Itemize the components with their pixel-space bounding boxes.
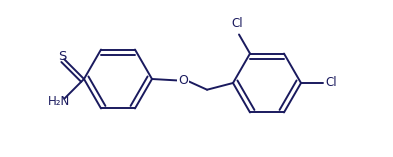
- Text: Cl: Cl: [325, 76, 337, 89]
- Text: H₂N: H₂N: [48, 95, 70, 108]
- Text: S: S: [58, 50, 66, 63]
- Text: O: O: [178, 74, 188, 87]
- Text: Cl: Cl: [231, 16, 243, 30]
